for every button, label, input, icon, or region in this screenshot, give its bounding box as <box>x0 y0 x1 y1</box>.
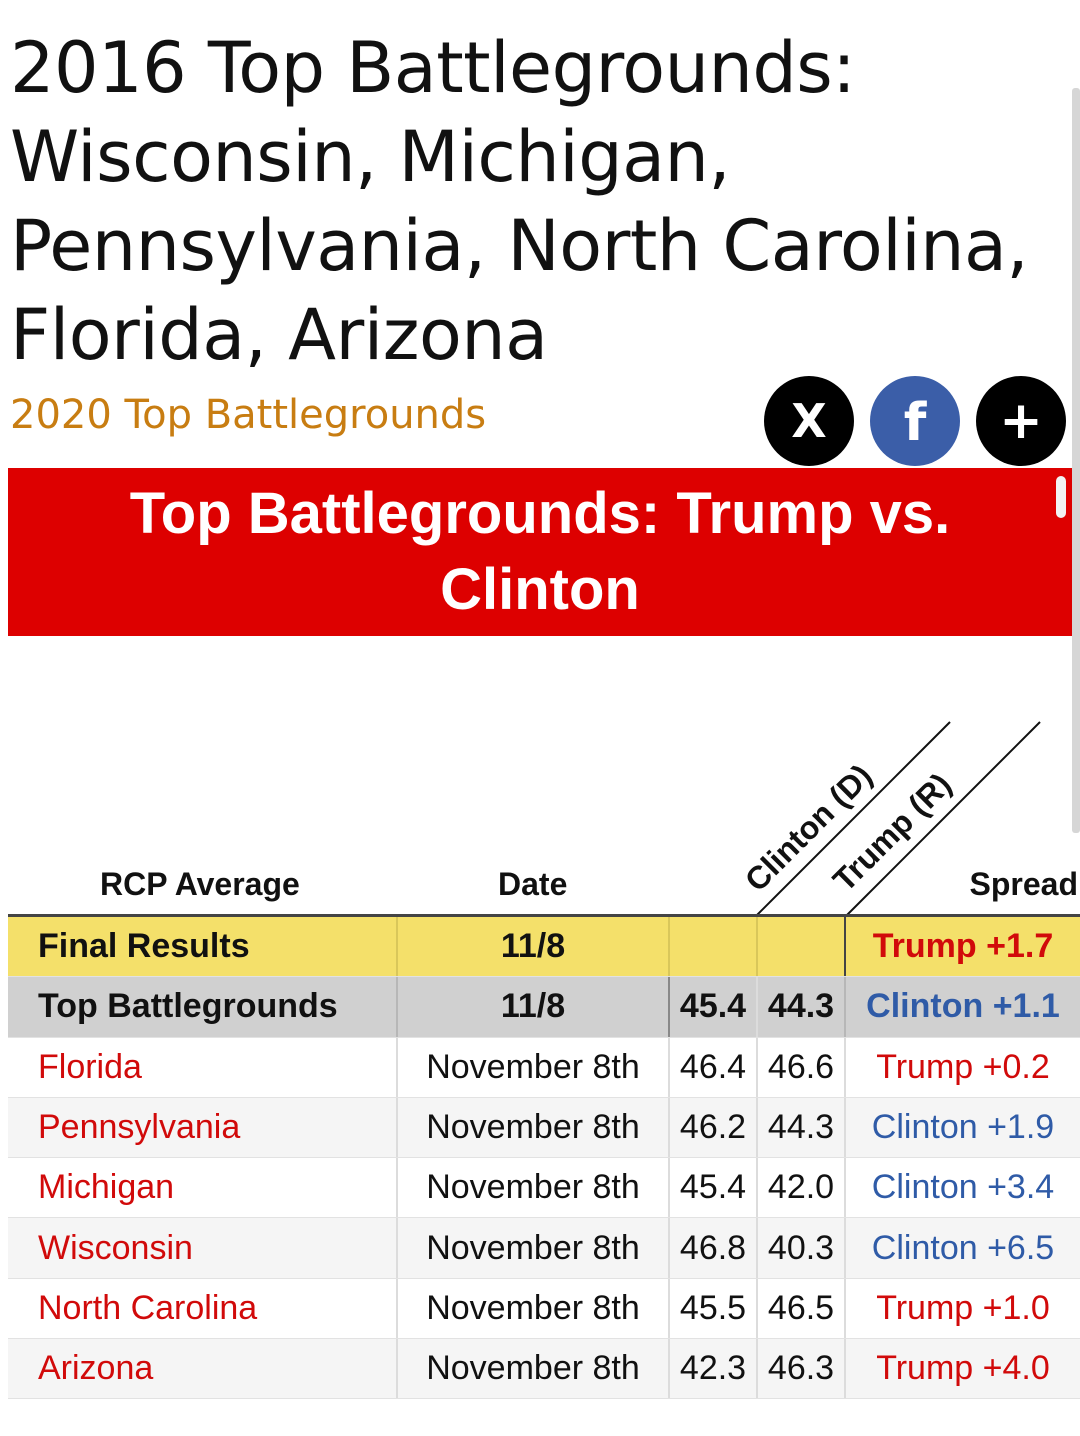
state-link[interactable]: Pennsylvania <box>38 1108 241 1147</box>
row-label: Final Results <box>8 917 398 977</box>
scrollbar-track[interactable] <box>1072 88 1080 833</box>
title-line: Pennsylvania, North Carolina, <box>10 205 1029 287</box>
row-date: November 8th <box>398 1278 670 1339</box>
row-date: November 8th <box>398 1158 670 1218</box>
row-trump: 44.3 <box>758 977 846 1037</box>
row-trump: 40.3 <box>758 1218 846 1278</box>
page-title: 2016 Top Battlegrounds: Wisconsin, Michi… <box>10 24 1050 380</box>
row-trump: 46.6 <box>758 1037 846 1097</box>
table-row: North Carolina November 8th 45.5 46.5 Tr… <box>8 1278 1080 1340</box>
row-clinton <box>670 917 758 977</box>
row-spread: Trump +4.0 <box>876 1349 1050 1388</box>
header-date[interactable]: Date <box>498 866 568 902</box>
state-link[interactable]: Florida <box>38 1047 142 1086</box>
title-line: Wisconsin, Michigan, <box>10 116 731 198</box>
row-date: November 8th <box>398 1037 670 1097</box>
state-link[interactable]: Michigan <box>38 1168 175 1207</box>
title-line: Florida, Arizona <box>10 294 548 376</box>
link-2020-top-battlegrounds[interactable]: 2020 Top Battlegrounds <box>10 392 487 438</box>
row-spread: Trump +1.0 <box>876 1288 1050 1327</box>
title-line: 2016 Top Battlegrounds: <box>10 27 856 109</box>
row-spread: Trump +0.2 <box>876 1047 1050 1086</box>
table-row: Michigan November 8th 45.4 42.0 Clinton … <box>8 1158 1080 1219</box>
header-spread[interactable]: Spread <box>969 866 1078 902</box>
x-icon: X <box>791 394 827 448</box>
row-trump: 46.5 <box>758 1278 846 1339</box>
state-link[interactable]: North Carolina <box>38 1288 258 1327</box>
results-table: Final Results 11/8 Trump +1.7 Top Battle… <box>8 914 1080 1400</box>
header-rcp-average[interactable]: RCP Average <box>100 866 300 902</box>
row-spread: Clinton +6.5 <box>871 1228 1055 1267</box>
row-spread: Clinton +3.4 <box>871 1168 1055 1207</box>
row-clinton: 42.3 <box>670 1339 758 1399</box>
share-more-button[interactable]: + <box>976 376 1066 466</box>
row-clinton: 46.4 <box>670 1037 758 1097</box>
row-date: November 8th <box>398 1218 670 1278</box>
row-date: November 8th <box>398 1339 670 1399</box>
row-clinton: 46.8 <box>670 1218 758 1278</box>
row-clinton: 46.2 <box>670 1097 758 1158</box>
table-row: Wisconsin November 8th 46.8 40.3 Clinton… <box>8 1218 1080 1279</box>
table-row: Florida November 8th 46.4 46.6 Trump +0.… <box>8 1037 1080 1098</box>
row-label: Top Battlegrounds <box>8 977 398 1037</box>
share-facebook-button[interactable]: f <box>870 376 960 466</box>
facebook-icon: f <box>903 393 927 453</box>
row-clinton: 45.4 <box>670 977 758 1037</box>
table-row-final-results: Final Results 11/8 Trump +1.7 <box>8 917 1080 978</box>
row-spread: Clinton +1.1 <box>866 987 1060 1026</box>
state-link[interactable]: Wisconsin <box>38 1228 193 1267</box>
row-trump <box>758 917 846 977</box>
header-diagonal-lines <box>753 721 1041 919</box>
row-date: 11/8 <box>398 977 670 1037</box>
scrollbar-thumb[interactable] <box>1056 476 1066 518</box>
row-trump: 44.3 <box>758 1097 846 1158</box>
plus-icon: + <box>999 391 1043 451</box>
state-link[interactable]: Arizona <box>38 1349 154 1388</box>
row-trump: 42.0 <box>758 1158 846 1218</box>
table-row: Arizona November 8th 42.3 46.3 Trump +4.… <box>8 1339 1080 1400</box>
row-date: November 8th <box>398 1097 670 1158</box>
banner-title: Top Battlegrounds: Trump vs. Clinton <box>8 468 1072 636</box>
row-clinton: 45.5 <box>670 1278 758 1339</box>
row-spread: Clinton +1.9 <box>871 1108 1055 1147</box>
row-clinton: 45.4 <box>670 1158 758 1218</box>
table-row: Pennsylvania November 8th 46.2 44.3 Clin… <box>8 1097 1080 1159</box>
row-spread: Trump +1.7 <box>872 927 1054 966</box>
share-x-button[interactable]: X <box>764 376 854 466</box>
table-row-average: Top Battlegrounds 11/8 45.4 44.3 Clinton… <box>8 977 1080 1038</box>
row-date: 11/8 <box>398 917 670 977</box>
row-trump: 46.3 <box>758 1339 846 1399</box>
